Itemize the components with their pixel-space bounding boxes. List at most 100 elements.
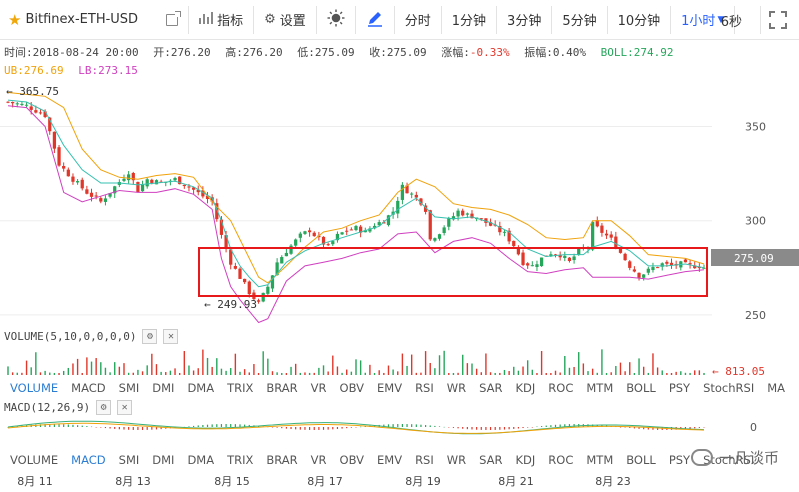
- indicator-tab-trix[interactable]: TRIX: [227, 380, 254, 395]
- macd-bar: [480, 427, 482, 430]
- compare-icon[interactable]: [166, 10, 182, 26]
- indicator-tab-vr[interactable]: VR: [310, 380, 327, 395]
- macd-bar: [573, 424, 575, 427]
- indicator-tab-wr[interactable]: WR: [446, 380, 467, 395]
- candle-body: [266, 286, 270, 294]
- symbol-label[interactable]: Bitfinex-ETH-USD: [25, 12, 139, 27]
- volume-bar: [95, 358, 97, 375]
- indicator-tab-smi[interactable]: SMI: [118, 380, 140, 395]
- indicator-tab-obv[interactable]: OBV: [339, 452, 364, 467]
- volume-bar: [629, 362, 631, 375]
- divider: [393, 5, 395, 34]
- macd-bar: [49, 424, 51, 427]
- gear-icon: ⚙: [264, 12, 276, 27]
- draw-tool-button[interactable]: [360, 6, 390, 34]
- symbol-selector[interactable]: ★ Bitfinex-ETH-USD: [0, 0, 184, 40]
- settings-button[interactable]: ⚙ 设置: [258, 6, 312, 34]
- theme-toggle-button[interactable]: [321, 6, 351, 34]
- volume-bar: [72, 363, 74, 375]
- macd-bar: [360, 426, 362, 428]
- candle-body: [618, 248, 623, 253]
- indicator-tab-volume[interactable]: VOLUME: [10, 380, 59, 395]
- volume-bar: [540, 351, 543, 375]
- indicator-tab-boll[interactable]: BOLL: [626, 452, 656, 467]
- lb-value: LB:273.15: [78, 64, 138, 77]
- indicator-tab-dmi[interactable]: DMI: [152, 452, 175, 467]
- candle-body: [331, 241, 335, 245]
- indicator-tab-dmi[interactable]: DMI: [152, 380, 175, 395]
- x-tick-label: 8月 17: [307, 475, 343, 488]
- indicator-tab-mtm[interactable]: MTM: [586, 452, 614, 467]
- indicator-tab-emv[interactable]: EMV: [377, 452, 403, 467]
- indicator-tab-macd[interactable]: MACD: [71, 452, 106, 467]
- candle-body: [697, 266, 701, 269]
- macd-settings-icon[interactable]: ⚙: [96, 400, 112, 415]
- volume-bar: [318, 367, 320, 375]
- candle-body: [219, 219, 224, 235]
- star-icon[interactable]: ★: [8, 10, 22, 29]
- indicator-tab-psy[interactable]: PSY: [668, 380, 691, 395]
- volume-bar: [397, 371, 399, 375]
- volume-close-icon[interactable]: ✕: [163, 329, 179, 344]
- volume-bar: [434, 368, 436, 375]
- indicator-tab-sar[interactable]: SAR: [479, 452, 503, 467]
- indicator-tab-rsi[interactable]: RSI: [415, 452, 434, 467]
- timeframe-button-4[interactable]: 10分钟: [612, 6, 667, 34]
- volume-bar: [457, 372, 459, 375]
- indicator-tab-rsi[interactable]: RSI: [415, 380, 434, 395]
- volume-settings-icon[interactable]: ⚙: [142, 329, 158, 344]
- indicator-tab-brar[interactable]: BRAR: [266, 380, 298, 395]
- indicator-tab-vr[interactable]: VR: [310, 452, 327, 467]
- volume-bar: [420, 372, 422, 375]
- timeframe-label: 10分钟: [617, 14, 661, 29]
- indicator-tab-kdj[interactable]: KDJ: [515, 380, 536, 395]
- indicator-tab-dma[interactable]: DMA: [187, 452, 215, 467]
- indicator-tab-trix[interactable]: TRIX: [227, 452, 254, 467]
- timeframe-button-0[interactable]: 分时: [399, 6, 437, 34]
- macd-bar: [568, 424, 571, 427]
- indicator-tab-wr[interactable]: WR: [446, 452, 467, 467]
- macd-close-icon[interactable]: ✕: [117, 400, 133, 415]
- indicator-tab-stochrsi[interactable]: StochRSI: [703, 380, 755, 395]
- indicator-tab-stochrsi[interactable]: StochRSI: [703, 452, 755, 467]
- timeframe-button-1[interactable]: 1分钟: [446, 6, 492, 34]
- volume-bar: [100, 362, 102, 375]
- timeframe-button-2[interactable]: 3分钟: [501, 6, 547, 34]
- indicators-button[interactable]: 指标: [193, 6, 249, 34]
- macd-bar: [364, 426, 366, 427]
- indicator-tab-roc[interactable]: ROC: [548, 380, 574, 395]
- volume-bar: [285, 372, 288, 375]
- y-tick-label: 350: [745, 120, 766, 133]
- candle-body: [145, 179, 149, 187]
- y-tick-label: 250: [745, 309, 766, 322]
- candle-body: [289, 245, 293, 254]
- indicator-tab-roc[interactable]: ROC: [548, 452, 574, 467]
- macd-bar: [397, 424, 399, 427]
- macd-bar: [332, 427, 334, 430]
- volume-bar: [364, 372, 366, 375]
- indicator-tab-volume[interactable]: VOLUME: [10, 452, 59, 467]
- indicator-tab-macd[interactable]: MACD: [71, 380, 106, 395]
- indicator-tab-boll[interactable]: BOLL: [626, 380, 656, 395]
- macd-bar: [438, 426, 441, 427]
- macd-bar: [318, 427, 320, 430]
- price-chart[interactable]: 250 300 350 ← 365.75 ← 249.93 275.09: [0, 0, 799, 330]
- indicator-tab-psy[interactable]: PSY: [668, 452, 691, 467]
- indicator-tab-sar[interactable]: SAR: [479, 380, 503, 395]
- indicator-tab-obv[interactable]: OBV: [339, 380, 364, 395]
- indicator-tab-brar[interactable]: BRAR: [266, 452, 298, 467]
- indicator-tab-emv[interactable]: EMV: [377, 380, 403, 395]
- macd-bar: [90, 426, 93, 428]
- indicator-tab-kdj[interactable]: KDJ: [515, 452, 536, 467]
- fullscreen-icon[interactable]: [765, 7, 791, 33]
- candle-body: [502, 231, 507, 233]
- volume-bar: [155, 364, 158, 375]
- timeframe-button-5[interactable]: 1小时 ▼: [675, 6, 730, 34]
- indicator-tab-smi[interactable]: SMI: [118, 452, 140, 467]
- indicator-tab-ma[interactable]: MA: [767, 380, 786, 395]
- indicator-tab-dma[interactable]: DMA: [187, 380, 215, 395]
- indicator-tab-mtm[interactable]: MTM: [586, 380, 614, 395]
- macd-bar: [72, 424, 74, 427]
- timeframe-button-3[interactable]: 5分钟: [556, 6, 602, 34]
